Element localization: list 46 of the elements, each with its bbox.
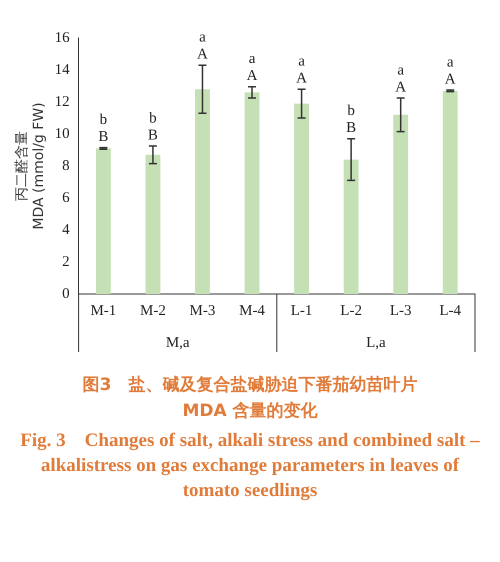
bar	[96, 148, 111, 294]
y-tick-label: 4	[62, 222, 70, 238]
x-tick-label: M-1	[90, 302, 116, 319]
y-tick-label: 8	[62, 158, 70, 174]
annotation: B	[148, 127, 158, 144]
annotation: A	[296, 70, 308, 87]
bar	[145, 154, 160, 294]
y-tick-label: 10	[54, 126, 70, 142]
text: M,a	[166, 334, 190, 351]
bar	[195, 89, 210, 294]
bar	[294, 104, 310, 294]
y-tick-label: 16	[54, 30, 70, 46]
annotation: a	[248, 51, 256, 68]
annotation: A	[246, 68, 258, 84]
annotation: b	[100, 112, 108, 128]
x-tick-label: L-3	[390, 302, 412, 319]
x-tick-label: L-2	[340, 302, 362, 319]
annotation: A	[395, 79, 406, 96]
annotation: b	[149, 110, 157, 126]
bar	[442, 90, 458, 294]
y-tick-label: 0	[62, 286, 70, 302]
x-tick-label: M-4	[239, 302, 266, 319]
y-axis-title: 丙二醛含量 MDA (mmol/g FW)	[14, 102, 47, 230]
text: L,a	[366, 334, 386, 351]
annotation: B	[346, 120, 356, 136]
annotation: A	[444, 71, 456, 88]
y-tick-label: 12	[54, 94, 70, 110]
annotation: A	[197, 46, 208, 63]
y-tick-label: 6	[62, 190, 70, 206]
text: Fig. 3 Changes of salt, alkali stress and combined salt – alkalistress on gas exchange parameters in leaves of tomato seedlings	[19, 429, 481, 503]
y-tick-label: 2	[62, 254, 70, 270]
annotation: a	[397, 62, 404, 78]
annotation: a	[446, 54, 454, 70]
bar	[393, 114, 408, 294]
annotation: B	[98, 129, 108, 146]
y-tick-label: 14	[54, 62, 70, 78]
bar	[344, 160, 359, 294]
x-tick-label: M-2	[140, 302, 166, 319]
annotation: b	[347, 103, 355, 120]
bar	[244, 92, 260, 294]
x-tick-label: L-4	[439, 302, 462, 319]
text: 图3 盐、碱及复合盐碱胁迫下番茄幼苗叶片 MDA 含量的变化	[82, 374, 418, 423]
annotation: a	[199, 30, 206, 46]
x-tick-label: M-3	[190, 302, 216, 319]
x-tick-label: L-1	[290, 302, 312, 319]
annotation: a	[298, 54, 306, 70]
